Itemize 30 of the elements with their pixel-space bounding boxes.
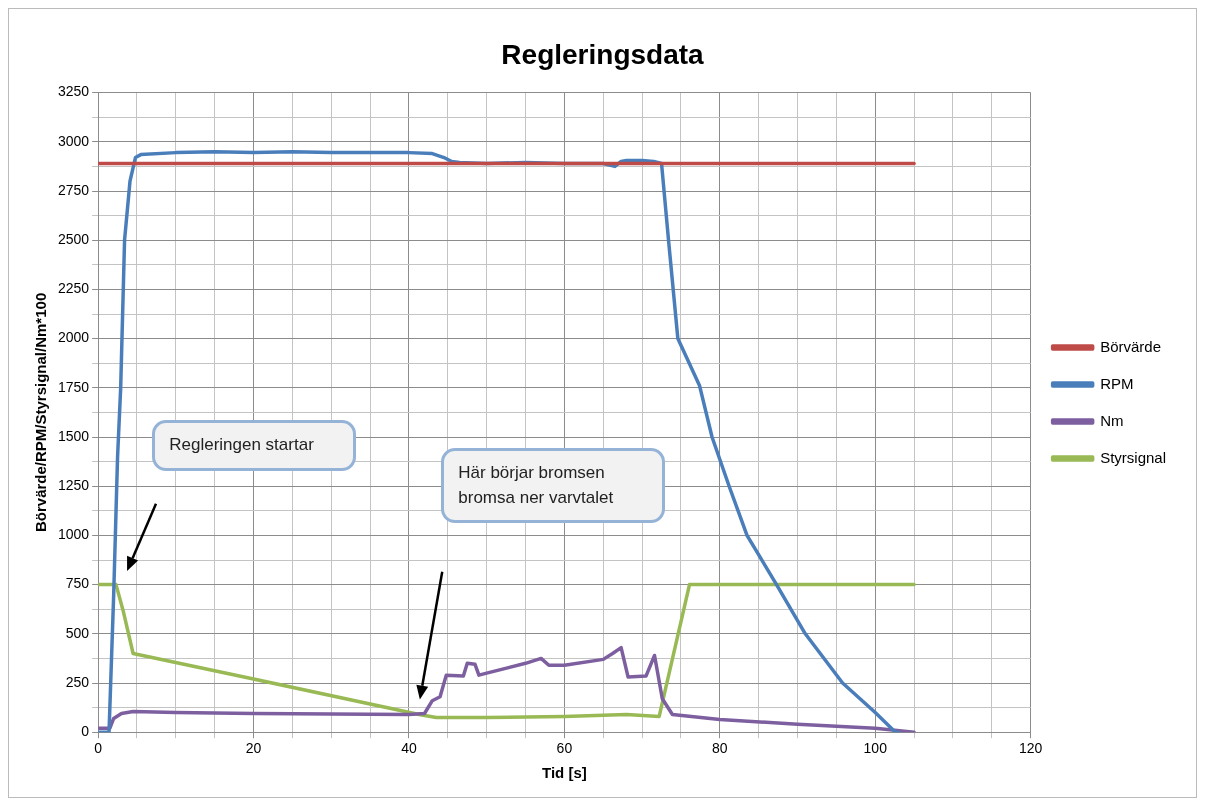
- x-axis-title: Tid [s]: [542, 764, 587, 782]
- y-axis-title: Börvärde/RPM/Styrsignal/Nm*100: [32, 292, 50, 533]
- y-tick-label: 1500: [57, 427, 90, 444]
- x-tick-label: 100: [863, 740, 888, 757]
- y-tick-label: 2750: [57, 181, 90, 198]
- x-tick-label: 80: [712, 740, 728, 757]
- y-tick-label: 2500: [57, 231, 90, 248]
- y-tick-label: 2000: [57, 329, 90, 346]
- x-tick-label: 120: [1018, 740, 1043, 757]
- x-tick-label: 20: [245, 740, 262, 757]
- legend-label: Börvärde: [1100, 337, 1162, 355]
- y-tick-label: 0: [81, 723, 90, 740]
- y-tick-label: 1000: [57, 526, 90, 543]
- x-tick-label: 40: [401, 740, 417, 757]
- callout: Regleringen startar: [152, 420, 357, 471]
- legend-label: Styrsignal: [1100, 448, 1166, 466]
- y-tick-label: 750: [65, 575, 90, 592]
- y-tick-label: 250: [65, 673, 90, 690]
- y-tick-label: 1250: [57, 477, 90, 494]
- y-tick-label: 500: [65, 624, 90, 641]
- chart-title: Regleringsdata: [501, 38, 705, 70]
- x-tick-label: 60: [556, 740, 573, 757]
- x-tick-label: 0: [94, 740, 103, 757]
- callout: Här börjar bromsen bromsa ner varvtalet: [441, 448, 666, 524]
- y-tick-label: 2250: [57, 280, 90, 297]
- y-tick-label: 3000: [57, 132, 90, 149]
- legend-label: Nm: [1100, 411, 1124, 429]
- legend-label: RPM: [1100, 374, 1134, 392]
- y-tick-label: 3250: [57, 83, 90, 100]
- y-tick-label: 1750: [57, 378, 90, 395]
